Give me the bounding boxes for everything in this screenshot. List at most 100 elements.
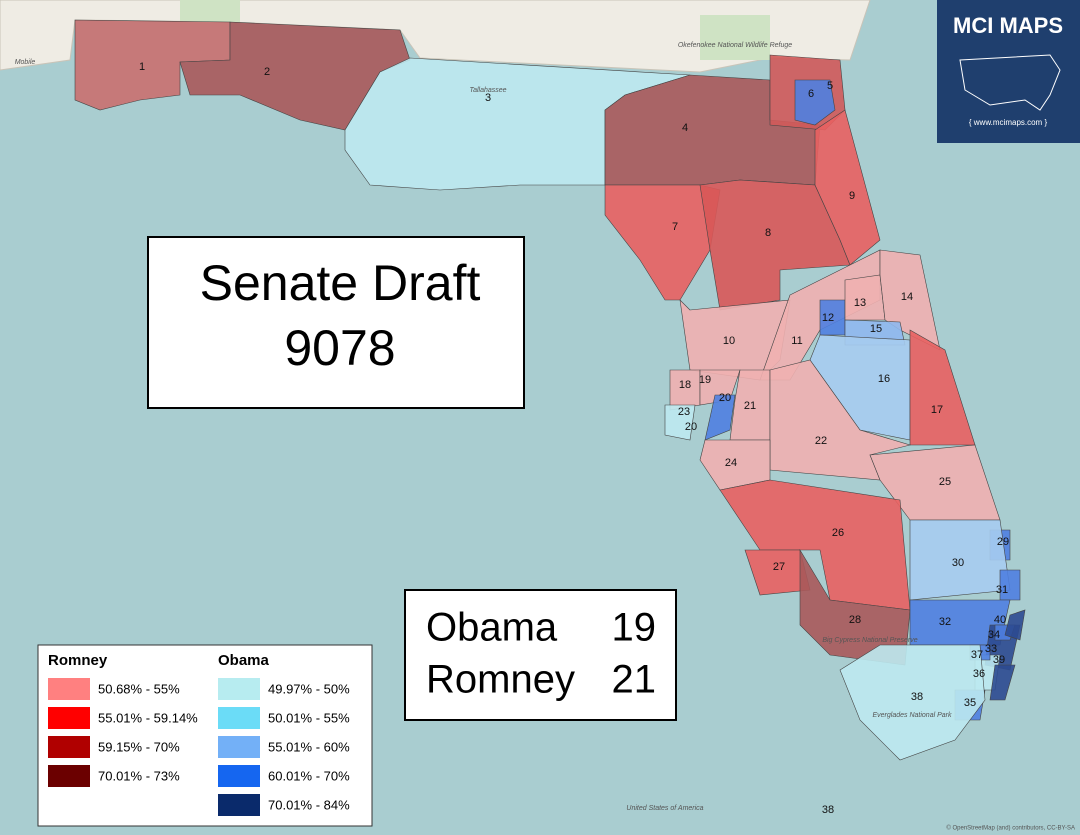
result-seats: 21 [612,658,657,702]
legend-label: 55.01% - 60% [268,739,350,754]
district-label: 7 [672,221,678,233]
district-label: 15 [870,323,882,335]
logo-url: { www.mcimaps.com } [969,118,1048,127]
district-label: 21 [744,400,756,412]
results: Obama 19 Romney 21 [426,606,656,702]
legend-frame [37,644,373,827]
title-line: Senate Draft [200,255,481,311]
legend-swatch [48,765,90,787]
legend-swatch [218,678,260,700]
district [809,334,911,441]
legend-label: 49.97% - 50% [268,681,350,696]
logo-map [959,54,1061,111]
title-line: 9078 [284,320,395,376]
legend-swatch [48,736,90,758]
district-label: 14 [901,291,913,303]
place-label: Everglades National Park [873,712,952,719]
legend-swatch [218,707,260,729]
result-seats: 19 [612,606,657,650]
district [839,644,986,761]
place-label: Mobile [15,59,36,66]
district-label: 35 [964,697,976,709]
district-label: 31 [996,584,1008,596]
district-label: 17 [931,404,943,416]
legend-label: 55.01% - 59.14% [98,710,198,725]
district [989,664,1016,701]
legend-label: 70.01% - 84% [268,797,350,812]
district-label: 22 [815,435,827,447]
results-frame [404,589,677,721]
district [1004,609,1026,641]
district-label: 3 [485,92,491,104]
district-label: 19 [699,374,711,386]
logo-title: MCI MAPS [953,13,1063,38]
legend-entries: Romney 50.68% - 55% 55.01% - 59.14% 59.15% … [48,652,350,816]
legend-label: 59.15% - 70% [98,739,180,754]
title-frame [147,236,525,409]
district-label: 36 [973,668,985,680]
district-label: 4 [682,122,688,134]
district-label: 40 [994,614,1006,626]
legend-swatch [218,736,260,758]
legend: Romney 50.68% - 55% 55.01% - 59.14% 59.15% … [37,644,373,827]
district-label: 16 [878,373,890,385]
district [794,79,836,126]
legend-heading: Romney [48,652,108,669]
district-label: 5 [827,80,833,92]
result-party: Romney [426,658,575,702]
results-box: Obama 19 Romney 21 [404,589,677,721]
district-label: 11 [791,335,802,347]
district-label: 39 [993,654,1005,666]
district-label: 30 [952,557,964,569]
district-label: 2 [264,66,270,78]
logo-background [937,0,1080,143]
legend-heading: Obama [218,652,270,669]
district-label: 25 [939,476,951,488]
district-label: 38 [822,804,834,816]
district-label: 9 [849,190,855,202]
district-label: 8 [765,227,771,239]
district-label: 1 [139,61,145,73]
place-label: Tallahassee [469,87,506,94]
legend-swatch [218,765,260,787]
place-labels: Mobile Tallahassee Okefenokee National Wil… [15,42,952,812]
district-label: 20 [685,421,697,433]
forest [180,0,240,22]
district [664,404,696,441]
place-label: Big Cypress National Preserve [822,637,917,644]
district [704,394,736,441]
district-label: 18 [679,379,691,391]
district-label: 26 [832,527,844,539]
legend-label: 70.01% - 73% [98,768,180,783]
district [999,569,1021,601]
legend-label: 50.01% - 55% [268,710,350,725]
refuge-area [700,15,770,60]
legend-label: 50.68% - 55% [98,681,180,696]
district-label: 37 [971,649,983,661]
district-label: 28 [849,614,861,626]
legend-swatch [218,794,260,816]
district-label: 13 [854,297,866,309]
place-label: Okefenokee National Wildlife Refuge [678,42,792,49]
legend-swatch [48,678,90,700]
result-party: Obama [426,606,558,650]
district-label: 29 [997,536,1009,548]
attribution: © OpenStreetMap (and) contributors, CC-B… [946,825,1075,832]
district-label: 20 [719,392,731,404]
title-box: Senate Draft 9078 [147,236,525,409]
place-label: United States of America [626,805,703,812]
district-label: 33 [985,643,997,655]
district-label: 10 [723,335,735,347]
district-label: 6 [808,88,814,100]
district-label: 27 [773,561,785,573]
districts [74,19,1026,761]
district-label: 32 [939,616,951,628]
logo: MCI MAPS { www.mcimaps.com } [937,0,1080,143]
district-label: 38 [911,691,923,703]
district-label: 23 [678,406,690,418]
district-label: 12 [822,312,834,324]
district [909,329,976,446]
district [699,179,851,311]
